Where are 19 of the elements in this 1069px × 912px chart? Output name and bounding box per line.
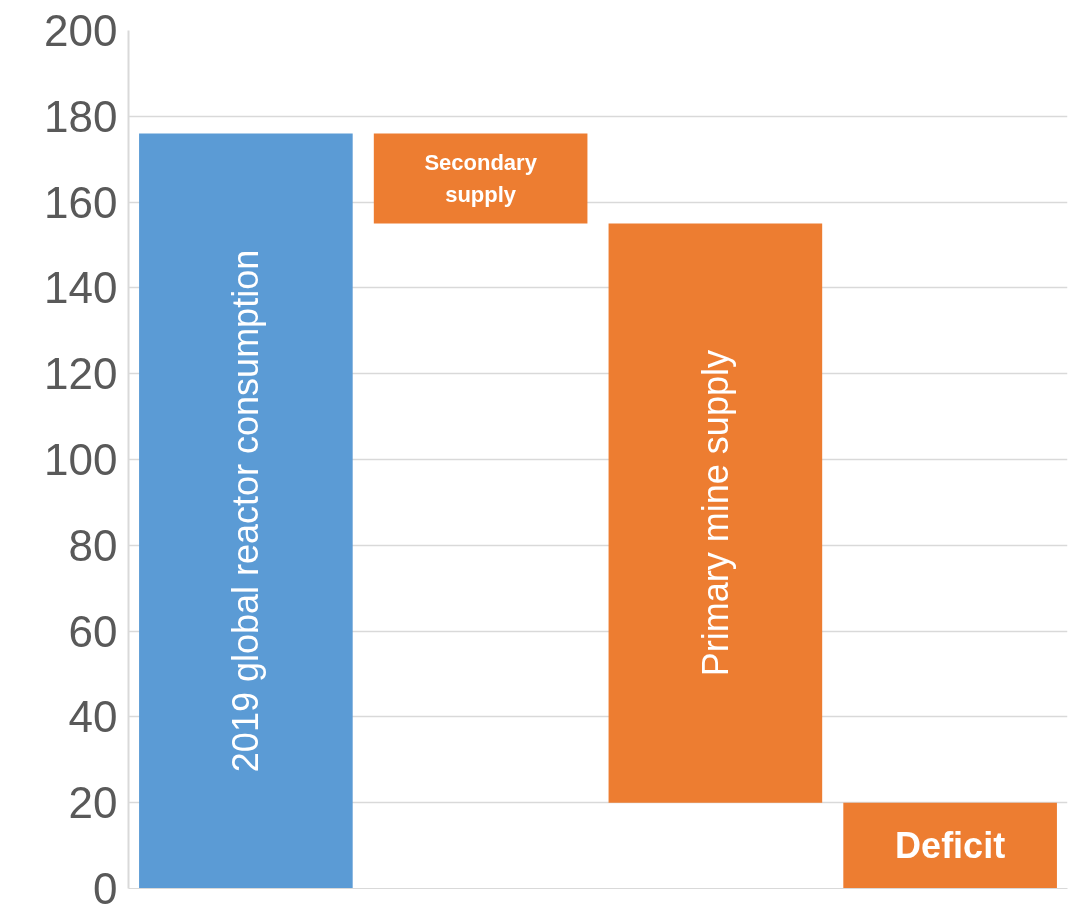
x-tick-label: Deficit (895, 825, 1006, 867)
y-tick-label: 140 (44, 263, 118, 313)
y-tick-label: 0 (93, 864, 118, 912)
y-tick-label: 160 (44, 177, 118, 227)
bar (843, 802, 1057, 889)
y-tick-label: 100 (44, 435, 118, 484)
y-tick-label: 180 (44, 91, 118, 141)
bar (139, 133, 353, 889)
x-tick-label: Primary mine supply (694, 350, 736, 677)
y-tick-label: 120 (44, 349, 118, 399)
y-tick-label: 200 (44, 6, 118, 55)
y-tick-label: 40 (68, 692, 118, 742)
y-tick-label: 80 (68, 520, 118, 570)
y-tick-label: 60 (68, 606, 118, 656)
x-tick-label: 2019 global reactor consumption (225, 249, 267, 773)
y-tick-label: 20 (68, 778, 118, 828)
x-tick-label: Secondary supply (424, 149, 538, 208)
bar (373, 133, 588, 224)
bar (608, 223, 823, 803)
